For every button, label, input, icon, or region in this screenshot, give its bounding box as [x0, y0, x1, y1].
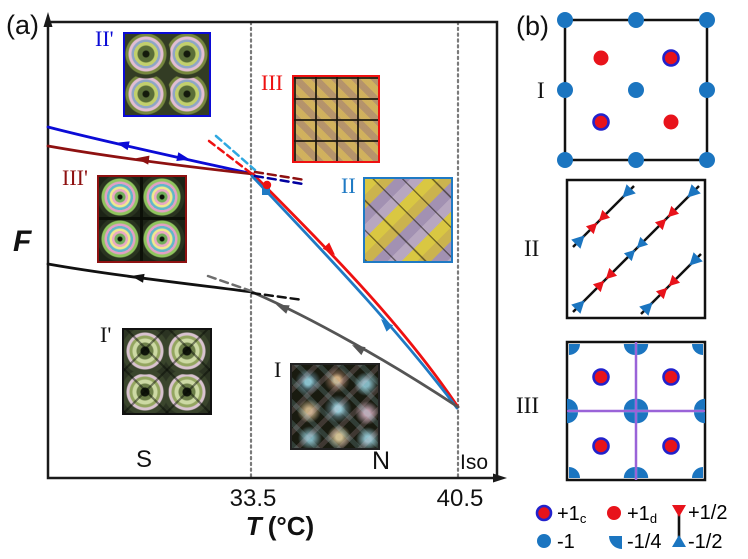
- dashed-navy-shallow: [253, 174, 305, 186]
- panel-b-diagram-II: [565, 178, 707, 320]
- arrow-left-icon: [131, 273, 145, 283]
- x-axis-label-unit: (°C): [267, 511, 315, 541]
- curve-I-gray: [250, 290, 460, 409]
- minus-half-triangles: [571, 184, 703, 316]
- dashed-cyan-steep: [214, 134, 257, 172]
- minus-one-dots: [557, 12, 715, 168]
- minus-quarter-wedges: [567, 344, 705, 478]
- y-axis-label: F: [13, 225, 32, 258]
- micrograph-label-II: II: [341, 173, 356, 198]
- arrow-right-icon: [176, 152, 190, 161]
- arrow-left-icon: [116, 141, 130, 151]
- curve-II-blue: [250, 174, 459, 410]
- region-label-Iso: Iso: [460, 451, 489, 474]
- x-tick-33-5: 33.5: [229, 485, 277, 512]
- arrow-up-left-icon: [276, 304, 290, 314]
- legend-symbols: [535, 504, 686, 549]
- arrow-up-left-icon: [381, 319, 394, 332]
- panel-a-plot: [43, 12, 507, 483]
- legend-label-minus-quarter: -1/4: [627, 532, 661, 552]
- minus-half-icon: [672, 535, 686, 547]
- legend-label-plus-one-d: +1 d: [627, 503, 658, 526]
- region-label-N: N: [371, 447, 391, 475]
- micrograph-II: [363, 177, 453, 263]
- curve-III-red: [251, 172, 460, 409]
- region-label-S: S: [135, 446, 153, 473]
- purple-cross: [567, 342, 705, 480]
- plus-one-c-dot: [592, 113, 610, 131]
- legend-label-minus-half: -1/2: [688, 532, 722, 552]
- minus-quarter-icon: [609, 536, 622, 549]
- panel-b-label: (b): [516, 11, 549, 41]
- plot-frame: [46, 20, 499, 480]
- x-axis-label: T (°C): [246, 513, 314, 539]
- dashed-red-steep: [207, 139, 254, 176]
- plus-one-d-dot: [593, 50, 609, 66]
- y-axis-arrow: [43, 12, 53, 27]
- micrograph-III: [292, 75, 380, 163]
- arrow-up-left-icon: [352, 345, 366, 356]
- micrograph-label-III: III: [261, 70, 283, 95]
- plus-one-d-icon: [607, 506, 621, 520]
- micrograph-I-prime: [122, 328, 212, 415]
- dashed-black-ext: [250, 291, 305, 302]
- micrograph-II-prime: [123, 32, 211, 117]
- legend-text: +1: [627, 503, 650, 525]
- legend-text: -1/2: [688, 531, 723, 553]
- minus-one-icon: [537, 534, 551, 548]
- panel-b-diagram-III: [565, 340, 707, 482]
- micrograph-label-III-prime: III': [62, 165, 88, 190]
- curve-II-prime-blue: [46, 125, 255, 176]
- dashed-extensions: [206, 134, 307, 302]
- diagram-label-I: I: [537, 78, 545, 103]
- legend-label-plus-half: +1/2: [688, 503, 727, 523]
- plus-one-dots: [592, 49, 680, 131]
- micrograph-label-I-prime: I': [100, 322, 112, 347]
- legend-text: -1/4: [627, 531, 662, 553]
- plus-half-triangles: [585, 205, 681, 300]
- curve-III-prime-darkred: [46, 144, 255, 176]
- plus-one-c-dot: [662, 49, 680, 67]
- panel-a-label: (a): [6, 10, 39, 40]
- legend-subscript: c: [579, 511, 587, 526]
- arrow-left-icon: [136, 155, 150, 165]
- plus-half-icon: [672, 505, 686, 517]
- plus-one-c-icon: [535, 504, 553, 522]
- curve-I-prime-black: [46, 262, 254, 294]
- panel-b-diagram-I: [557, 12, 715, 168]
- micrograph-label-II-prime: II': [95, 26, 114, 51]
- diagram-label-II: II: [524, 236, 540, 261]
- x-axis-label-symbol: T: [245, 511, 262, 541]
- legend-text: -1: [557, 531, 575, 553]
- dashed-darkred-shallow: [253, 170, 307, 182]
- dashed-gray-ext: [206, 274, 253, 293]
- micrograph-III-prime: [97, 175, 187, 263]
- legend-subscript: d: [649, 511, 658, 526]
- micrograph-label-I: I: [274, 357, 282, 382]
- legend-text: +1/2: [688, 502, 728, 524]
- legend-label-plus-one-c: +1 c: [557, 503, 587, 526]
- legend-label-minus-one: -1: [557, 532, 575, 552]
- x-tick-40-5: 40.5: [436, 485, 484, 512]
- marker-blue-square: [262, 187, 270, 195]
- arrow-down-right-icon: [322, 242, 335, 255]
- micrograph-I: [290, 363, 380, 450]
- marker-red-dot: [262, 180, 272, 190]
- plus-one-c-dots: [592, 368, 680, 455]
- plus-one-d-dot: [663, 114, 679, 130]
- legend-text: +1: [557, 503, 580, 525]
- x-axis-arrow: [493, 473, 507, 483]
- diagram-label-III: III: [516, 393, 539, 418]
